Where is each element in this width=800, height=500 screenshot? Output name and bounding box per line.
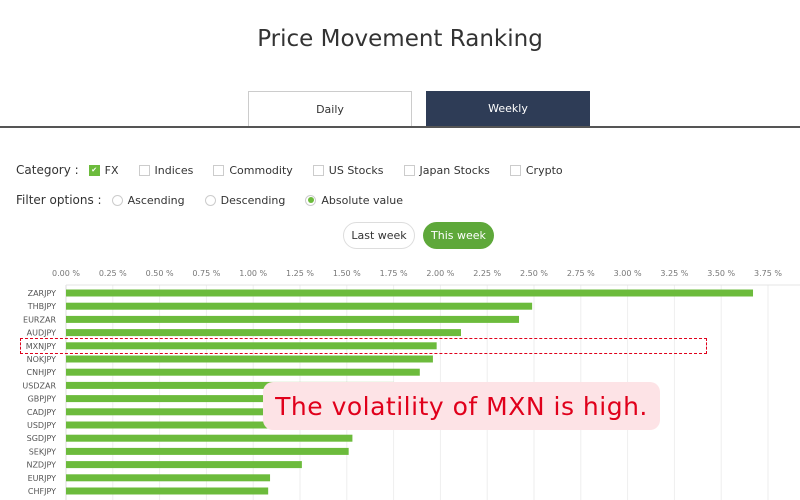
x-tick-label: 2.00 % [426, 269, 454, 278]
category-label: EURJPY [28, 474, 56, 483]
option-label: Crypto [525, 163, 563, 177]
radio-selected-icon [305, 194, 317, 206]
radio-ascending[interactable]: Ascending [111, 193, 185, 207]
category-label: CNHJPY [27, 368, 57, 377]
category-label: MXNJPY [26, 342, 56, 351]
bar-audjpy [66, 329, 461, 337]
checkbox-icon [138, 164, 150, 176]
bar-chfjpy [66, 487, 269, 495]
category-label: EURZAR [23, 315, 56, 324]
category-label: NOKJPY [27, 355, 57, 364]
x-tick-label: 1.50 % [333, 269, 361, 278]
checkbox-checked-icon: ✔ [88, 164, 100, 176]
bar-sgdjpy [66, 434, 353, 442]
x-tick-label: 0.75 % [192, 269, 220, 278]
bar-mxnjpy [66, 342, 437, 350]
category-label: THBJPY [27, 302, 56, 311]
checkbox-japan-stocks[interactable]: Japan Stocks [403, 163, 490, 177]
x-tick-label: 1.00 % [239, 269, 267, 278]
option-label: US Stocks [328, 163, 384, 177]
ranking-chart: 0.00 % 0.25 % 0.50 % 0.75 % 1.00 % 1.25 % 1.50… [22, 269, 800, 500]
bar-cnhjpy [66, 368, 420, 376]
x-tick-label: 3.25 % [660, 269, 688, 278]
bar-gbpjpy [66, 395, 385, 403]
x-tick-label: 1.75 % [380, 269, 408, 278]
bar-cadjpy [66, 408, 375, 416]
checkbox-crypto[interactable]: Crypto [509, 163, 563, 177]
checkbox-icon [403, 164, 415, 176]
option-label: Descending [220, 193, 286, 207]
x-tick-label: 3.75 % [754, 269, 782, 278]
category-label: SGDJPY [27, 434, 56, 443]
checkbox-icon [213, 164, 225, 176]
bar-zarjpy [66, 289, 754, 297]
x-tick-label: 2.50 % [520, 269, 548, 278]
radio-icon [111, 194, 123, 206]
tab-weekly[interactable]: Weekly [426, 91, 590, 126]
radio-absolute-value[interactable]: Absolute value [305, 194, 403, 207]
option-label: FX [104, 163, 119, 177]
x-tick-label: 0.00 % [52, 269, 80, 278]
tab-daily[interactable]: Daily [248, 91, 412, 126]
last-week-button[interactable]: Last week [343, 222, 415, 249]
checkbox-us-stocks[interactable]: US Stocks [312, 163, 384, 177]
bar-usdzar [66, 381, 394, 389]
x-tick-label: 2.25 % [473, 269, 501, 278]
checkbox-fx[interactable]: ✔ FX [88, 163, 119, 177]
bar-eurzar [66, 315, 520, 323]
radio-descending[interactable]: Descending [204, 193, 286, 207]
x-tick-label: 2.75 % [567, 269, 595, 278]
category-label: CHFJPY [28, 487, 56, 496]
checkbox-icon [509, 164, 521, 176]
this-week-button[interactable]: This week [423, 222, 494, 249]
option-label: Japan Stocks [419, 163, 490, 177]
x-tick-label: 3.50 % [707, 269, 735, 278]
bar-nokjpy [66, 355, 433, 363]
annotation-callout: The volatility of MXN is high. [263, 382, 660, 430]
category-label: AUDJPY [27, 329, 56, 338]
category-label: USDJPY [27, 421, 56, 430]
option-label: Indices [154, 163, 194, 177]
option-label: Ascending [127, 193, 185, 207]
category-label: SEKJPY [29, 447, 56, 456]
bar-eurjpy [66, 474, 271, 482]
category-filter: Category : ✔ FX Indices Commodity US Stoc… [16, 163, 583, 177]
category-label: USDZAR [22, 381, 56, 390]
page-title: Price Movement Ranking [257, 26, 543, 52]
bar-nzdjpy [66, 461, 302, 469]
radio-icon [204, 194, 216, 206]
category-label: GBPJPY [28, 395, 57, 404]
category-label: ZARJPY [28, 289, 57, 298]
checkbox-indices[interactable]: Indices [138, 163, 194, 177]
bar-usdjpy [66, 421, 366, 429]
option-label: Commodity [229, 163, 293, 177]
category-label: Category : [16, 163, 79, 177]
x-tick-label: 3.00 % [614, 269, 642, 278]
category-label: CADJPY [27, 408, 56, 417]
highlight-box [20, 338, 707, 354]
category-label: NZDJPY [26, 461, 56, 470]
option-label: Absolute value [321, 193, 404, 207]
bar-thbjpy [66, 302, 533, 310]
bar-sekjpy [66, 447, 349, 455]
tab-divider [0, 126, 800, 128]
sort-filter: Filter options : Ascending Descending Ab… [16, 193, 423, 207]
checkbox-commodity[interactable]: Commodity [213, 163, 293, 177]
x-tick-label: 1.25 % [286, 269, 314, 278]
filter-label: Filter options : [16, 193, 102, 207]
x-tick-label: 0.50 % [146, 269, 174, 278]
checkbox-icon [312, 164, 324, 176]
x-tick-label: 0.25 % [99, 269, 127, 278]
